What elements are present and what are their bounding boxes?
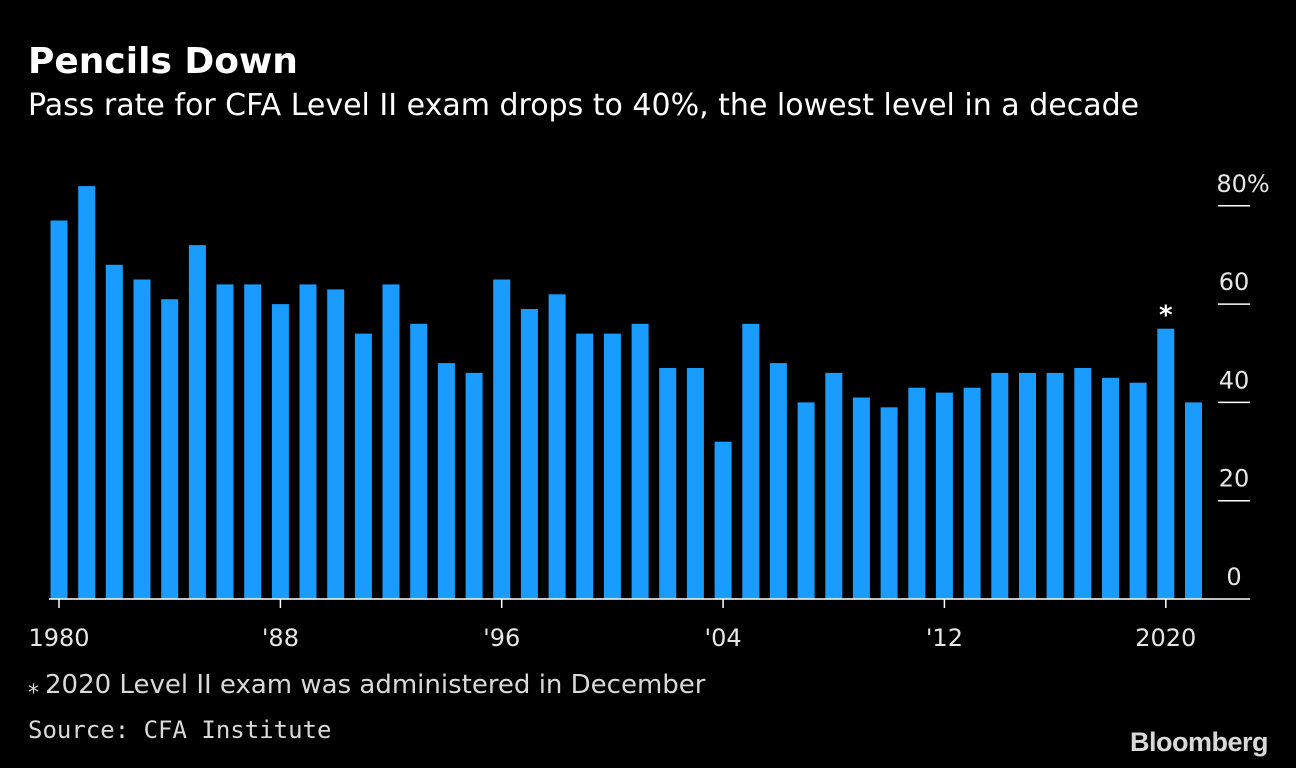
y-tick-label-80: 80% — [1216, 170, 1269, 198]
x-tick-label-1980: 1980 — [28, 624, 89, 652]
bar-1998 — [548, 294, 566, 599]
y-tick-label-60: 60 — [1219, 268, 1250, 296]
x-tick-label-1988: '88 — [262, 624, 299, 652]
bar-1997 — [520, 309, 538, 599]
bar-1999 — [576, 333, 594, 599]
bar-2009 — [852, 397, 870, 599]
bar-1986 — [216, 284, 234, 599]
bar-1981 — [78, 186, 96, 599]
annotation-asterisk: ⁎ — [1159, 294, 1173, 324]
bar-2014 — [991, 372, 1009, 599]
bar-2010 — [880, 407, 898, 599]
bar-1989 — [299, 284, 317, 599]
bar-2021 — [1185, 402, 1202, 599]
bloomberg-logo: Bloomberg — [1129, 727, 1269, 757]
footnote: ⁎ 2020 Level II exam was administered in … — [28, 668, 706, 704]
x-axis: 1980 '88 '96 '04 '12 2020 — [28, 598, 1250, 652]
bar-2011 — [908, 387, 926, 599]
bar-2001 — [631, 323, 649, 599]
x-tick-label-2012: '12 — [926, 624, 963, 652]
bar-2019 — [1129, 382, 1147, 599]
bar-2017 — [1074, 368, 1092, 599]
bar-2004 — [714, 441, 732, 599]
bar-1982 — [105, 264, 123, 599]
bar-2007 — [797, 402, 815, 599]
chart-title: Pencils Down — [28, 41, 298, 82]
bar-1993 — [410, 323, 428, 599]
bar-1983 — [133, 279, 151, 599]
bar-2006 — [769, 363, 787, 599]
bar-1984 — [161, 299, 179, 599]
bar-1996 — [493, 279, 511, 599]
bar-2012 — [935, 392, 953, 599]
y-tick-label-0: 0 — [1226, 563, 1241, 591]
chart-subtitle: Pass rate for CFA Level II exam drops to… — [28, 88, 1140, 123]
bar-1985 — [188, 245, 206, 599]
bar-1994 — [437, 363, 455, 599]
y-tick-label-20: 20 — [1219, 465, 1250, 493]
bar-2000 — [603, 333, 621, 599]
bar-2015 — [1019, 372, 1036, 599]
footnote-text: 2020 Level II exam was administered in D… — [45, 670, 706, 700]
bar-1995 — [465, 372, 483, 599]
y-tick-label-40: 40 — [1219, 366, 1250, 394]
bar-1988 — [271, 304, 289, 599]
bar-1990 — [327, 289, 345, 599]
bar-1987 — [244, 284, 262, 599]
bar-2013 — [963, 387, 981, 599]
bar-2008 — [825, 372, 843, 599]
source-text: Source: CFA Institute — [28, 716, 332, 744]
footnote-marker: ⁎ — [28, 674, 39, 699]
x-tick-label-1996: '96 — [483, 624, 520, 652]
bar-2002 — [659, 368, 677, 599]
bar-2003 — [686, 368, 704, 599]
y-axis: 0 20 40 60 80% — [1216, 170, 1269, 591]
bar-1980 — [50, 220, 68, 599]
bar-1992 — [382, 284, 400, 599]
annotation-group: ⁎ — [1159, 294, 1173, 324]
bar-2018 — [1102, 377, 1119, 599]
bar-1991 — [354, 333, 372, 599]
bar-2016 — [1046, 372, 1064, 599]
bar-2005 — [742, 323, 760, 599]
x-tick-label-2004: '04 — [705, 624, 742, 652]
bar-2020 — [1157, 328, 1175, 599]
bars-group — [50, 186, 1202, 599]
x-tick-label-2020: 2020 — [1135, 624, 1196, 652]
